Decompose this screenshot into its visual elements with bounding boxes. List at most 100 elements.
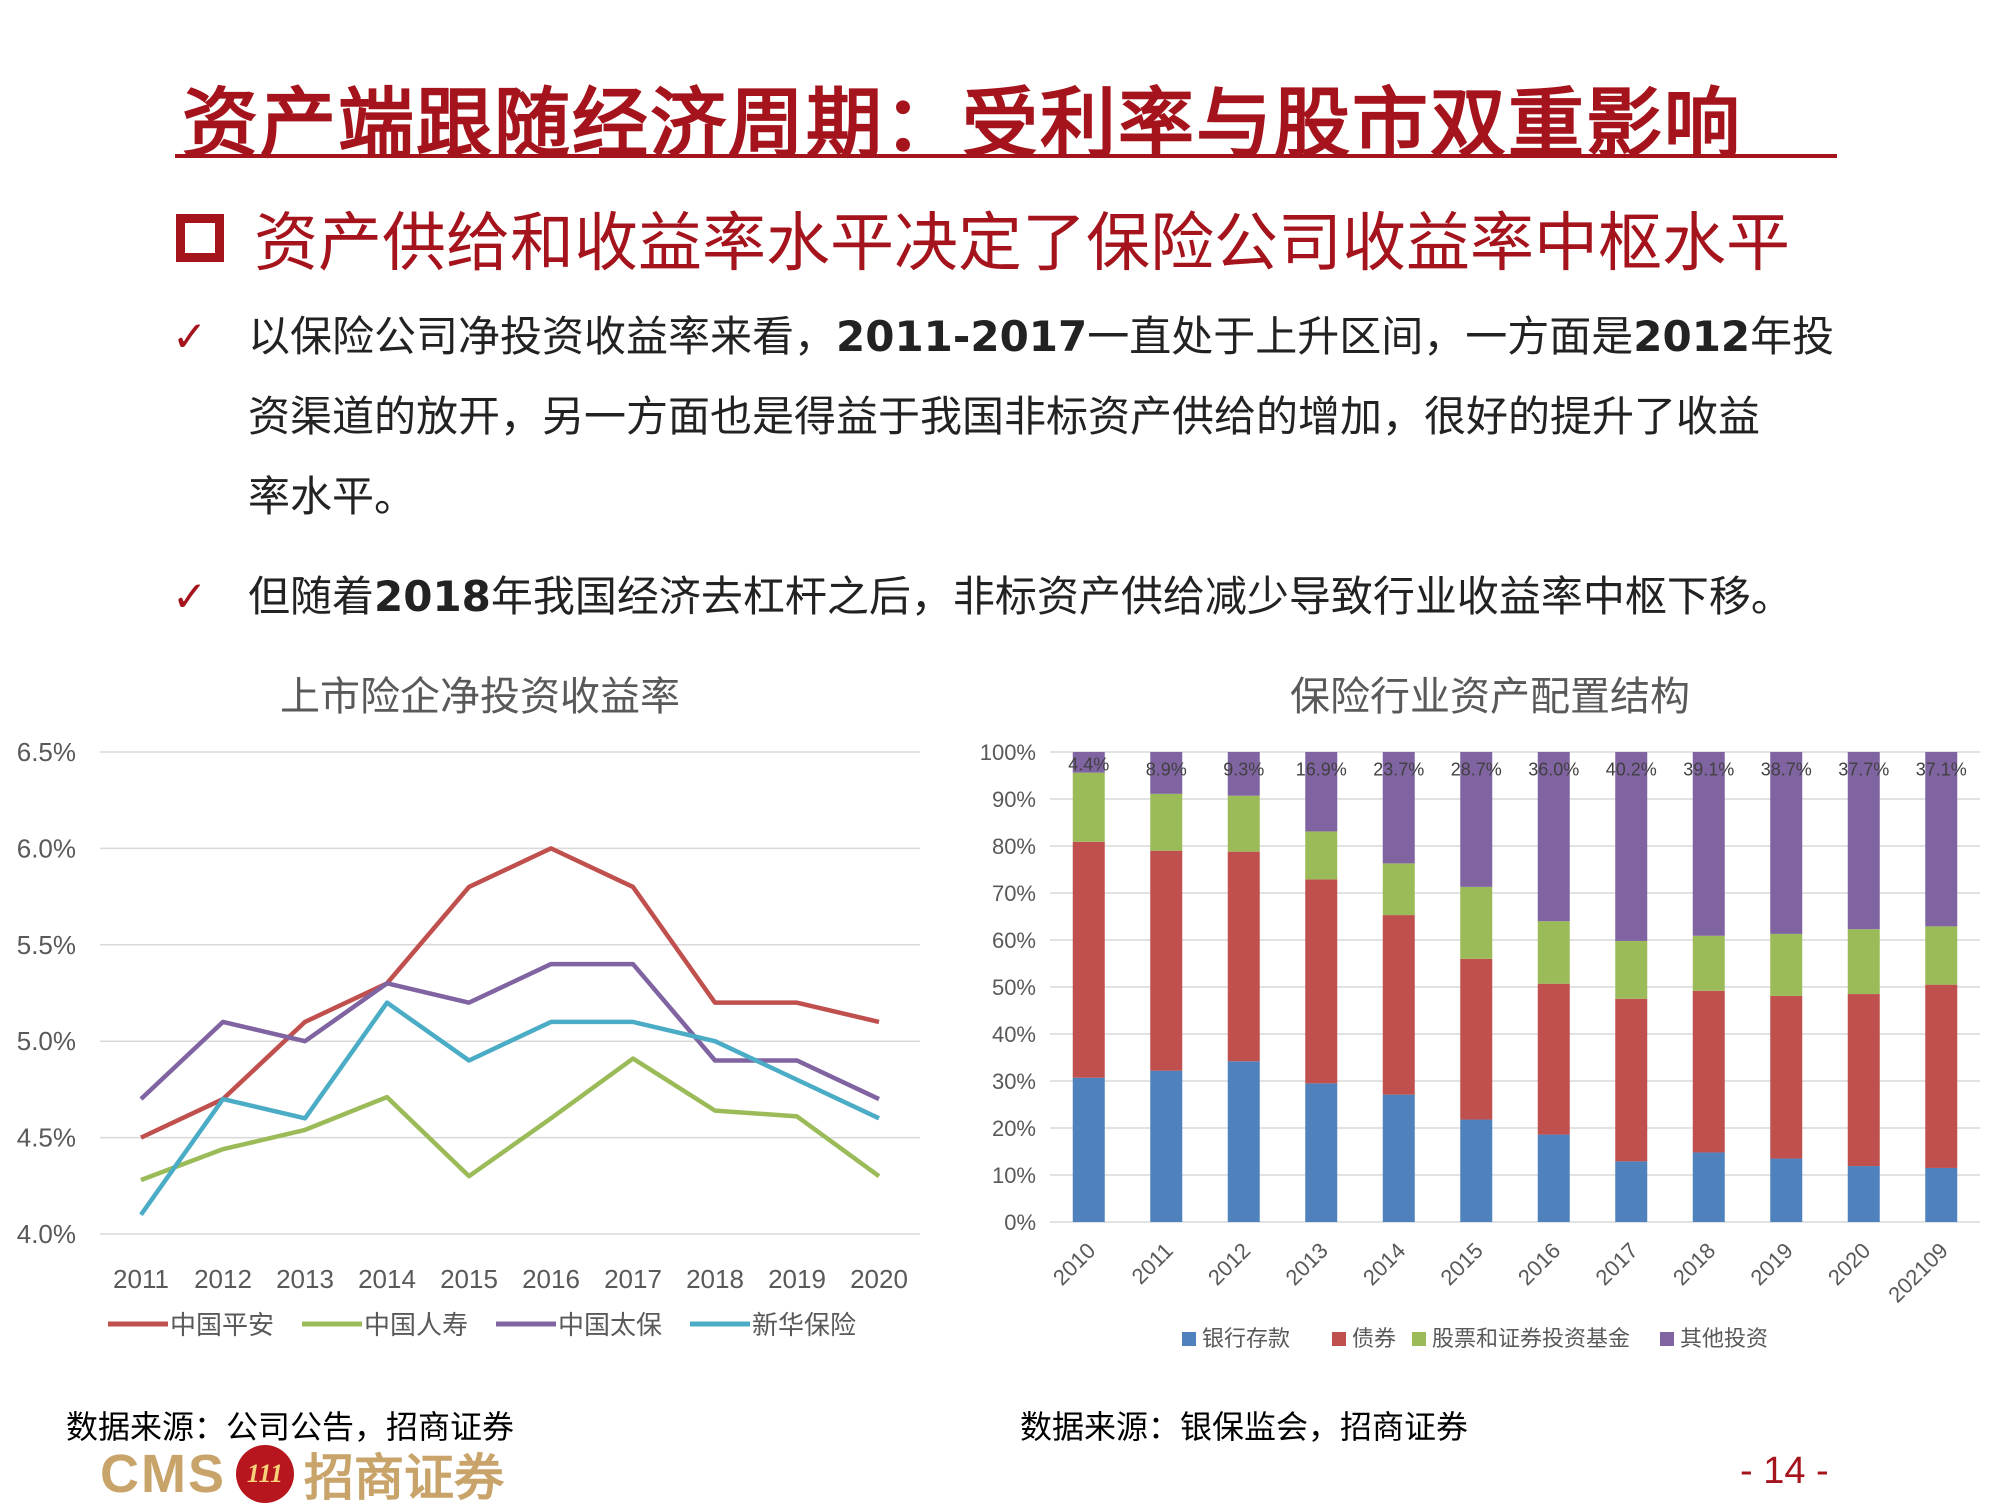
bar-segment-银行存款 (1150, 1070, 1183, 1222)
source-note-left: 数据来源：公司公告，招商证券 (66, 1408, 515, 1446)
bullet-2-line-1: 但随着2018年我国经济去杠杆之后，非标资产供给减少导致行业收益率中枢下移。 (248, 572, 1793, 621)
x-tick-label: 2018 (686, 1264, 744, 1294)
title-divider (175, 154, 1837, 158)
bar-segment-股票和证券投资基金 (1925, 926, 1958, 985)
line-chart: 4.0% 4.5% 5.0% 5.5% 6.0% 6.5% 2011 2012 2013 2014… (17, 737, 920, 1340)
legend-label: 股票和证券投资基金 (1432, 1326, 1630, 1351)
bar-segment-银行存款 (1382, 1094, 1415, 1222)
bar-segment-银行存款 (1460, 1119, 1493, 1222)
page-title: 资产端跟随经济周期：受利率与股市双重影响 (182, 79, 1742, 168)
y-tick-label: 4.5% (17, 1123, 76, 1153)
x-tick-label: 2016 (1513, 1238, 1565, 1290)
bar-segment-银行存款 (1615, 1161, 1648, 1222)
section-heading-text: 资产供给和收益率水平决定了保险公司收益率中枢水平 (254, 207, 1790, 281)
bar-segment-债券 (1460, 958, 1493, 1120)
bar-segment-股票和证券投资基金 (1770, 933, 1803, 996)
bar-segment-股票和证券投资基金 (1382, 863, 1415, 916)
data-label: 4.4% (1068, 754, 1109, 774)
x-tick-label: 2017 (604, 1264, 662, 1294)
x-tick-label: 2013 (1280, 1238, 1332, 1290)
bullet-point-2: ✓ 但随着2018年我国经济去杠杆之后，非标资产供给减少导致行业收益率中枢下移。 (172, 557, 1872, 637)
y-tick-label: 20% (992, 1116, 1036, 1141)
y-tick-label: 100% (980, 740, 1036, 765)
y-tick-label: 5.5% (17, 930, 76, 960)
y-tick-label: 6.5% (17, 737, 76, 767)
bar-segment-债券 (1925, 984, 1958, 1168)
x-tick-label: 2017 (1590, 1238, 1642, 1290)
bar-segment-债券 (1227, 851, 1260, 1062)
logo-badge-icon: 111 (236, 1445, 294, 1503)
bar-segment-其他投资 (1925, 752, 1958, 927)
x-tick-label: 2015 (440, 1264, 498, 1294)
logo-cms-text: CMS (100, 1444, 226, 1504)
bullet-1-line-2: 资渠道的放开，另一方面也是得益于我国非标资产供给的增加，很好的提升了收益 (248, 392, 1761, 441)
y-tick-label: 90% (992, 787, 1036, 812)
legend-label: 中国平安 (170, 1310, 274, 1340)
x-tick-label: 2012 (194, 1264, 252, 1294)
bar-segment-债券 (1305, 879, 1338, 1084)
x-tick-label: 2010 (1048, 1238, 1100, 1290)
y-tick-label: 6.0% (17, 833, 76, 863)
bar-segment-债券 (1537, 983, 1570, 1135)
series-line-新华保险 (139, 1000, 880, 1217)
y-tick-label: 10% (992, 1163, 1036, 1188)
bar-segment-银行存款 (1925, 1167, 1958, 1222)
series-line-中国平安 (140, 846, 880, 1140)
y-tick-label: 40% (992, 1022, 1036, 1047)
bar-segment-银行存款 (1305, 1083, 1338, 1222)
bar-segment-股票和证券投资基金 (1460, 886, 1493, 959)
bar-segment-其他投资 (1847, 752, 1880, 930)
bar-segment-其他投资 (1382, 752, 1415, 864)
bar-segment-股票和证券投资基金 (1227, 795, 1260, 852)
bar-segment-股票和证券投资基金 (1847, 929, 1880, 995)
logo-company-name: 招商证券 (304, 1448, 504, 1507)
bar-segment-其他投资 (1770, 752, 1803, 934)
source-note-right: 数据来源：银保监会，招商证券 (1020, 1408, 1469, 1446)
bar-segment-股票和证券投资基金 (1305, 831, 1338, 880)
data-label: 39.1% (1683, 760, 1734, 780)
bar-segment-其他投资 (1615, 752, 1648, 941)
bar-segment-债券 (1692, 990, 1725, 1153)
bar-segment-银行存款 (1072, 1077, 1105, 1222)
data-label: 9.3% (1223, 760, 1264, 780)
section-heading: 资产供给和收益率水平决定了保险公司收益率中枢水平 (176, 192, 1790, 284)
bar-segment-银行存款 (1227, 1061, 1260, 1222)
legend-label: 中国人寿 (364, 1310, 468, 1340)
checkmark-icon: ✓ (172, 572, 208, 621)
bar-segment-其他投资 (1537, 752, 1570, 922)
x-tick-label: 2011 (1127, 1238, 1178, 1289)
legend-swatch (1182, 1332, 1196, 1346)
bar-segment-银行存款 (1692, 1152, 1725, 1222)
bar-segment-其他投资 (1150, 752, 1183, 794)
company-logo: CMS 111 招商证券 (100, 1438, 504, 1510)
x-tick-label: 2015 (1435, 1238, 1487, 1290)
legend-label: 新华保险 (752, 1310, 856, 1340)
x-tick-label: 2019 (1745, 1238, 1797, 1290)
x-tick-label: 2020 (850, 1264, 908, 1294)
data-label: 28.7% (1451, 760, 1502, 780)
x-tick-label: 2014 (358, 1264, 416, 1294)
y-tick-label: 70% (992, 881, 1036, 906)
bar-segment-债券 (1150, 850, 1183, 1071)
x-tick-label: 2012 (1203, 1238, 1255, 1290)
right-chart-title: 保险行业资产配置结构 (1290, 674, 1690, 720)
legend-label: 其他投资 (1680, 1326, 1768, 1351)
legend-swatch (1660, 1332, 1674, 1346)
bar-segment-股票和证券投资基金 (1537, 921, 1570, 984)
x-tick-label: 2011 (113, 1264, 169, 1294)
checkmark-icon: ✓ (172, 312, 208, 361)
bar-segment-其他投资 (1460, 752, 1493, 887)
x-tick-label: 2014 (1358, 1238, 1410, 1290)
bar-segment-股票和证券投资基金 (1150, 793, 1183, 851)
series-line-中国人寿 (140, 1056, 881, 1183)
data-label: 8.9% (1146, 760, 1187, 780)
legend-swatch (1412, 1332, 1426, 1346)
bar-segment-银行存款 (1537, 1134, 1570, 1222)
bar-segment-其他投资 (1227, 752, 1260, 796)
y-tick-label: 4.0% (17, 1219, 76, 1249)
legend-label: 中国太保 (558, 1310, 662, 1340)
series-line-中国太保 (139, 961, 880, 1102)
x-tick-label: 2020 (1823, 1238, 1875, 1290)
bar-segment-其他投资 (1305, 752, 1338, 832)
x-tick-label: 2013 (276, 1264, 334, 1294)
